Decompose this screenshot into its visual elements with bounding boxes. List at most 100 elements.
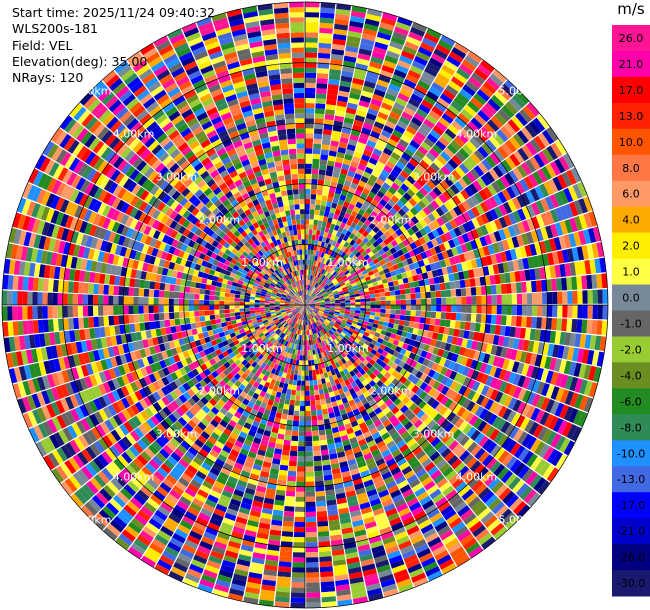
velocity-gate (305, 410, 311, 417)
velocity-gate (372, 345, 380, 352)
velocity-gate (323, 313, 329, 317)
velocity-gate (411, 368, 419, 376)
velocity-gate (318, 389, 324, 395)
velocity-gate (427, 508, 440, 519)
velocity-gate (324, 298, 330, 301)
velocity-gate (343, 117, 354, 125)
velocity-gate (541, 317, 548, 330)
velocity-gate (413, 280, 420, 288)
velocity-gate (436, 373, 445, 383)
velocity-gate (364, 383, 372, 391)
velocity-gate (500, 251, 508, 263)
velocity-gate (344, 279, 350, 285)
velocity-gate (451, 458, 463, 470)
velocity-gate (404, 421, 414, 431)
velocity-gate (312, 229, 317, 236)
velocity-gate (291, 587, 305, 593)
velocity-gate (361, 90, 373, 99)
velocity-gate (366, 140, 377, 148)
velocity-gate (503, 214, 513, 227)
velocity-gate (398, 392, 407, 401)
velocity-gate (376, 380, 384, 388)
velocity-gate (365, 376, 373, 384)
velocity-gate (314, 308, 320, 312)
velocity-gate (306, 582, 320, 588)
velocity-gate (315, 266, 320, 272)
velocity-gate (383, 125, 394, 134)
velocity-gate (547, 252, 555, 266)
velocity-gate (373, 121, 385, 130)
velocity-gate (358, 393, 366, 401)
velocity-gate (277, 571, 291, 578)
velocity-gate (524, 244, 532, 257)
velocity-gate (425, 532, 439, 543)
velocity-gate (494, 112, 507, 126)
velocity-gate (306, 295, 308, 301)
velocity-gate (474, 448, 486, 460)
velocity-gate (314, 276, 318, 282)
velocity-gate (294, 516, 305, 523)
velocity-gate (296, 354, 300, 361)
velocity-gate (308, 297, 313, 302)
velocity-gate (334, 283, 340, 288)
velocity-gate (315, 399, 321, 406)
velocity-gate (319, 300, 325, 303)
velocity-gate (324, 248, 330, 255)
velocity-gate (330, 347, 336, 353)
velocity-gate (451, 353, 459, 363)
velocity-gate (357, 272, 364, 278)
velocity-gate (321, 263, 326, 269)
velocity-gate (343, 291, 349, 295)
velocity-gate (322, 276, 328, 282)
velocity-gate (328, 336, 334, 342)
velocity-gate (439, 282, 446, 291)
velocity-gate (327, 84, 339, 91)
velocity-gate (292, 425, 299, 432)
velocity-gate (505, 156, 517, 170)
velocity-gate (358, 422, 367, 430)
velocity-gate (307, 309, 310, 315)
velocity-gate (389, 134, 401, 143)
velocity-gate (550, 142, 563, 158)
velocity-gate (372, 258, 380, 265)
velocity-gate (473, 463, 486, 476)
velocity-gate (307, 290, 310, 296)
velocity-gate (321, 282, 327, 288)
velocity-gate (369, 427, 379, 436)
velocity-gate (485, 255, 493, 266)
velocity-gate (305, 62, 317, 68)
velocity-gate (417, 356, 425, 365)
velocity-gate (332, 258, 338, 264)
velocity-gate (326, 280, 332, 285)
velocity-gate (458, 253, 466, 263)
velocity-gate (316, 256, 321, 262)
velocity-gate (544, 196, 555, 210)
velocity-gate (345, 230, 352, 238)
velocity-gate (351, 255, 358, 261)
velocity-gate (422, 272, 429, 280)
velocity-gate (329, 321, 335, 326)
velocity-gate (305, 466, 314, 472)
velocity-gate (322, 247, 327, 254)
velocity-gate (309, 291, 313, 297)
velocity-gate (400, 305, 406, 310)
velocity-gate (346, 264, 352, 270)
velocity-gate (483, 122, 496, 136)
velocity-gate (380, 296, 386, 301)
velocity-gate (405, 399, 414, 409)
velocity-gate (390, 295, 396, 301)
velocity-gate (354, 146, 365, 154)
velocity-gate (443, 147, 455, 158)
velocity-gate (383, 476, 395, 485)
velocity-gate (365, 75, 378, 84)
velocity-gate (297, 451, 305, 457)
velocity-gate (372, 268, 379, 274)
velocity-gate (361, 281, 368, 286)
velocity-gate (352, 177, 360, 185)
velocity-gate (361, 323, 368, 329)
velocity-gate (324, 285, 330, 291)
velocity-gate (324, 308, 330, 311)
velocity-gate (330, 223, 336, 230)
velocity-gate (319, 318, 324, 323)
velocity-gate (364, 166, 374, 175)
